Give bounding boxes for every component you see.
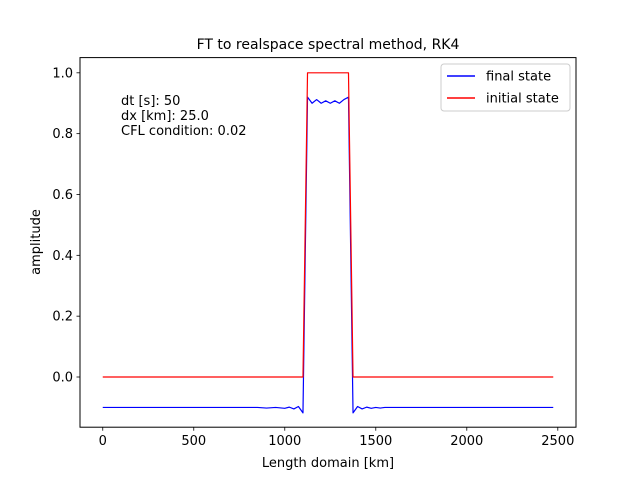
x-tick-label: 2500 [541,434,574,449]
y-tick-label: 1.0 [52,66,73,81]
x-tick-label: 500 [181,434,206,449]
legend-label-initial-state: initial state [486,92,559,107]
series-line-final-state [102,96,554,414]
y-tick-label: 0.2 [52,310,73,325]
chart-title: FT to realspace spectral method, RK4 [197,37,460,53]
series-line-initial-state [102,72,554,378]
x-tick-label: 2000 [450,434,483,449]
y-axis-label: amplitude [29,209,44,275]
y-tick-label: 0.8 [52,127,73,142]
plot-area-frame [79,57,577,428]
x-tick-label: 1500 [359,434,392,449]
x-axis-label: Length domain [km] [262,456,394,471]
series-lines [102,72,554,414]
x-tick-label: 0 [99,434,107,449]
axis-ticks: 0 500 1000 1500 2000 2500 0.0 0.2 0.4 0.6 0.8 1.0 [52,66,574,449]
legend: final state initial state [440,63,571,112]
y-tick-label: 0.6 [52,188,73,203]
legend-label-final-state: final state [486,70,551,85]
annotation-cfl: CFL condition: 0.02 [121,124,247,139]
stats-annotations: dt [s]: 50 dx [km]: 25.0 CFL condition: … [121,94,247,139]
y-tick-label: 0.4 [52,249,73,264]
y-tick-label: 0.0 [52,371,73,386]
annotation-dx: dx [km]: 25.0 [121,109,209,124]
x-tick-label: 1000 [268,434,301,449]
annotation-dt: dt [s]: 50 [121,94,180,109]
